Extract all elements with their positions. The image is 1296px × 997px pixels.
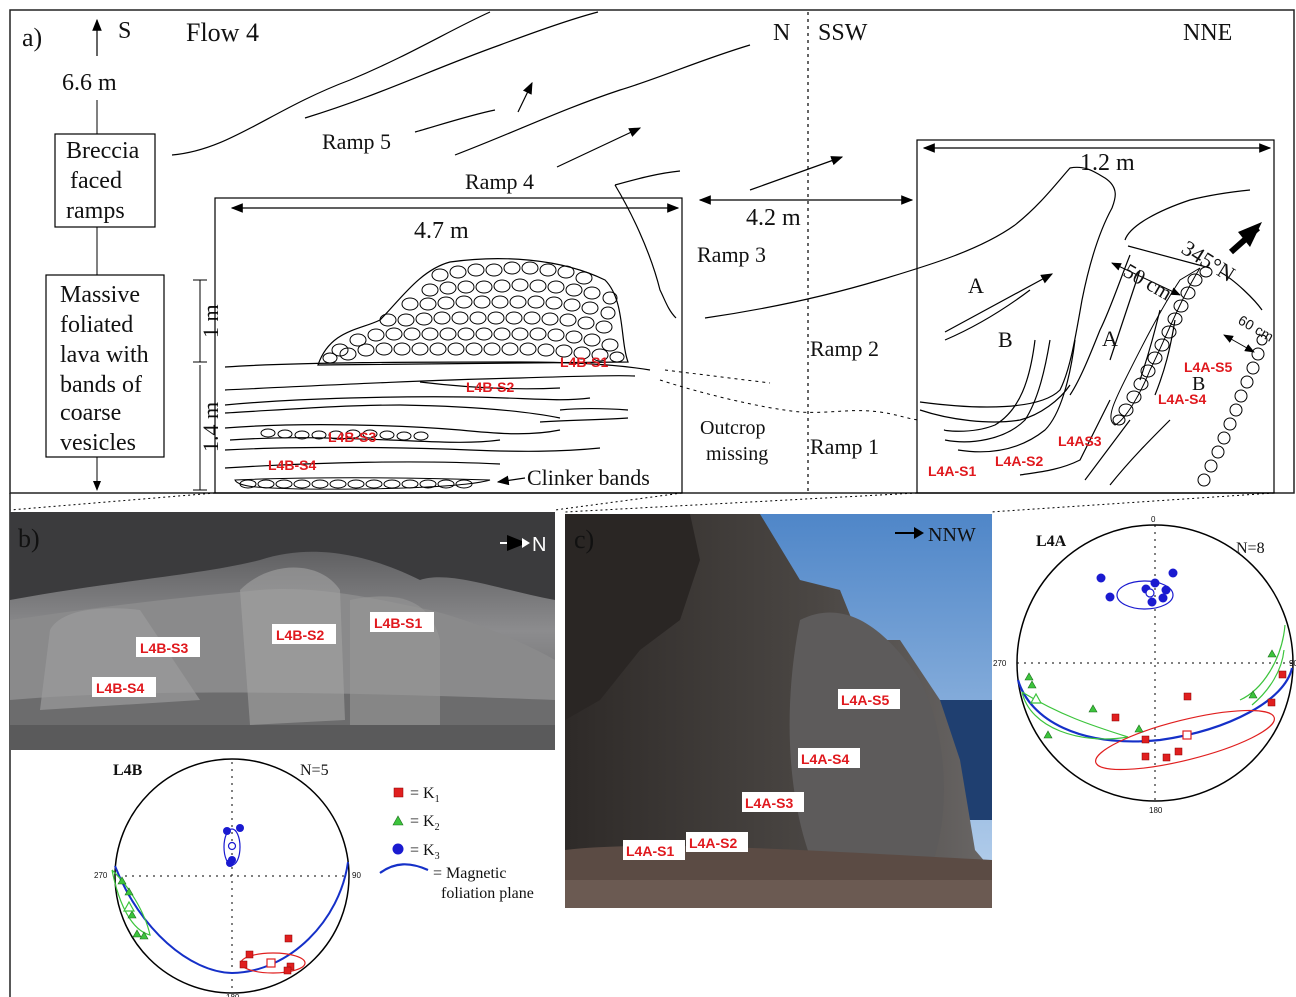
panel-a-label: a)	[22, 23, 42, 52]
ramp5-arrow	[517, 81, 533, 113]
legend-k1: = K1	[410, 785, 440, 805]
panel-a: a) S 6.6 m Breccia faced ramps Massive f…	[9, 9, 1295, 494]
ramp3-label: Ramp 3	[697, 242, 766, 267]
breccia-mound	[317, 258, 629, 366]
clinker-label: Clinker bands	[527, 465, 650, 490]
left-section-box	[214, 197, 683, 494]
sample-l4b-s4: L4B-S4	[268, 457, 316, 473]
photo-b-l4b-s1: L4B-S1	[374, 615, 422, 631]
stereonet-l4b: 270 90 180 L4B N=5	[94, 758, 361, 997]
panel-c-label: c)	[574, 525, 594, 554]
legend-box-massive	[45, 274, 165, 458]
sample-l4a-s2: L4A-S2	[995, 453, 1043, 469]
ramp4-arrow	[556, 127, 642, 168]
stereonet-c-270: 270	[993, 659, 1007, 668]
width-4-7m: 4.7 m	[414, 218, 469, 244]
south-label: S	[118, 18, 131, 44]
photo-b-l4b-s3: L4B-S3	[140, 640, 188, 656]
sample-l4a-s4: L4A-S4	[1158, 391, 1206, 407]
photo-c-l4a-s1: L4A-S1	[626, 843, 674, 859]
legend-k3: = K3	[410, 842, 440, 862]
zone-a-1: A	[968, 273, 984, 298]
gap-label: 4.2 m	[746, 205, 801, 231]
stereonet-b-n: N=5	[300, 762, 329, 779]
vesicle-band-s3	[260, 428, 429, 441]
ramp3-arrow	[749, 156, 844, 191]
photo-c-l4a-s2: L4A-S2	[689, 835, 737, 851]
dir-nne: NNE	[1183, 20, 1232, 46]
zone-a-2: A	[1102, 326, 1118, 351]
legend-k2: = K2	[410, 813, 440, 833]
sample-l4a-s1: L4A-S1	[928, 463, 976, 479]
panel-b: b) N L4B-S3 L4B-S2 L4B-S1 L4B-S4	[10, 512, 555, 750]
flow-title: Flow 4	[186, 18, 259, 47]
photo-c-l4a-s5: L4A-S5	[841, 692, 889, 708]
panel-b-north: N	[532, 534, 546, 556]
width-1-2m: 1.2 m	[1080, 150, 1135, 176]
ramp2-label: Ramp 2	[810, 336, 879, 361]
stereonet-l4a: 0 270 90 180 L4A N=8	[993, 515, 1296, 815]
foliation-lines-left	[224, 361, 651, 469]
photo-c-l4a-s4: L4A-S4	[801, 751, 849, 767]
sample-l4as3: L4AS3	[1058, 433, 1102, 449]
panel-c-north: NNW	[928, 524, 976, 546]
ramp1-label: Ramp 1	[810, 434, 879, 459]
foliation-lines-right	[919, 166, 1263, 486]
height-1-4m: 1.4 m	[198, 402, 223, 452]
photo-c-l4a-s3: L4A-S3	[745, 795, 793, 811]
panel-b-label: b)	[18, 524, 40, 553]
clinker-band	[234, 477, 491, 490]
legend-plane: = Magnetic foliation plane	[433, 865, 534, 902]
clast-stripe-right	[1110, 266, 1268, 487]
zone-b-1: B	[998, 327, 1013, 352]
height-1m: 1 m	[198, 304, 223, 338]
stereonet-c-n: N=8	[1236, 540, 1265, 557]
foliation-plane-c	[1016, 667, 1294, 743]
legend-box-breccia	[54, 133, 156, 228]
stereonet-b-270: 270	[94, 871, 108, 880]
sample-l4b-s2: L4B-S2	[466, 379, 514, 395]
thickness-50cm: 50 cm	[1120, 259, 1177, 306]
bearing-label: 345°N	[1177, 235, 1239, 287]
stereonet-b-180: 180	[226, 993, 240, 997]
right-section-box	[916, 139, 1275, 494]
distance-6-6: 6.6 m	[62, 70, 117, 96]
photo-b-l4b-s2: L4B-S2	[276, 627, 324, 643]
stereonet-c-180: 180	[1149, 806, 1163, 815]
sample-l4b-s3: L4B-S3	[328, 429, 376, 445]
stereonet-c-90: 90	[1289, 659, 1296, 668]
thickness-60cm: 60 cm	[1236, 312, 1277, 345]
dir-n: N	[773, 20, 790, 46]
legend-box-massive-text: Massive foliated lava with bands of coar…	[60, 282, 155, 456]
sample-l4a-s5: L4A-S5	[1184, 359, 1232, 375]
photo-b-l4b-s4: L4B-S4	[96, 680, 144, 696]
ramp4-label: Ramp 4	[465, 169, 534, 194]
dir-ssw: SSW	[818, 20, 868, 46]
sample-l4b-s1: L4B-S1	[560, 354, 608, 370]
zone-b-2: B	[1192, 373, 1205, 395]
stereonet-b-title: L4B	[113, 762, 143, 779]
ramp-lines	[171, 11, 1016, 319]
stereonet-c-title: L4A	[1036, 533, 1067, 550]
ramp5-label: Ramp 5	[322, 129, 391, 154]
stereonet-b-90: 90	[352, 871, 361, 880]
legend: = K1 = K2 = K3 = Magnetic foliation plan…	[379, 785, 534, 902]
bearing-arrow-head	[1238, 222, 1262, 247]
right-flow-arrow	[944, 273, 1054, 333]
stereonet-c-0: 0	[1151, 515, 1156, 524]
breccia-clasts	[322, 261, 625, 364]
panel-c: c) NNW L4A-S5 L4A-S4 L4A-S3 L4A-S1 L4A-S…	[565, 514, 992, 908]
legend-box-breccia-text: Breccia faced ramps	[66, 138, 145, 224]
outcrop-missing: Outcrop missing	[700, 417, 771, 465]
